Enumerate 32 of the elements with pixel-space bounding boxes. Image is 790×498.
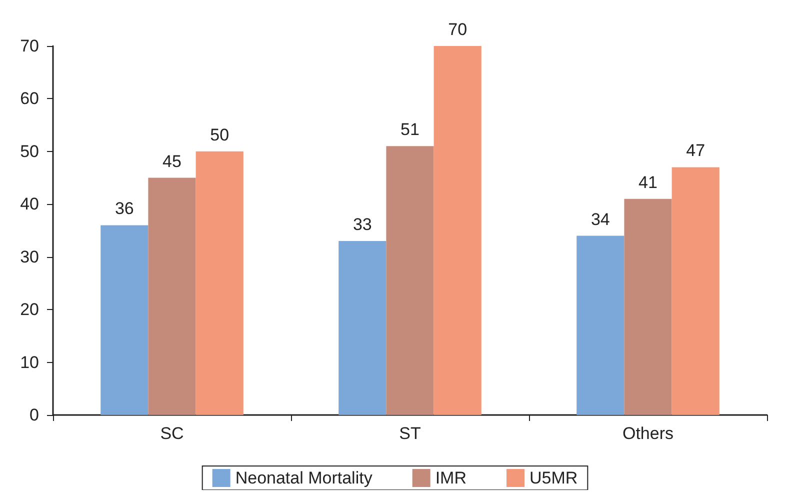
y-tick-label: 30 — [20, 247, 39, 266]
data-label: 50 — [210, 125, 230, 144]
y-tick-label: 50 — [20, 142, 39, 161]
data-label: 70 — [448, 20, 468, 39]
data-label: 34 — [590, 210, 610, 229]
bar — [576, 236, 624, 415]
y-tick-label: 40 — [20, 194, 39, 214]
y-tick-label: 70 — [20, 36, 39, 56]
data-label: 51 — [400, 120, 420, 140]
data-label: 47 — [686, 141, 706, 160]
bar — [672, 167, 720, 415]
x-tick-label: ST — [399, 424, 421, 443]
legend-label: Neonatal Mortality — [235, 468, 373, 488]
x-tick-label: SC — [160, 424, 184, 443]
y-tick-label: 10 — [20, 352, 39, 372]
bar — [386, 146, 434, 415]
bar — [196, 151, 244, 415]
x-tick-label: Others — [622, 424, 674, 443]
bar — [100, 225, 148, 415]
bar — [624, 198, 672, 415]
y-tick-label: 0 — [30, 406, 39, 424]
data-label: 36 — [114, 199, 134, 218]
y-tick-label: 20 — [20, 300, 39, 320]
bar — [338, 241, 386, 415]
data-label: 45 — [162, 152, 182, 171]
legend-label: IMR — [435, 468, 467, 488]
bar — [148, 178, 196, 415]
bar — [434, 46, 482, 415]
legend-label: U5MR — [530, 468, 578, 488]
data-label: 41 — [638, 172, 658, 192]
y-tick-label: 60 — [20, 89, 39, 108]
data-label: 33 — [352, 215, 372, 234]
